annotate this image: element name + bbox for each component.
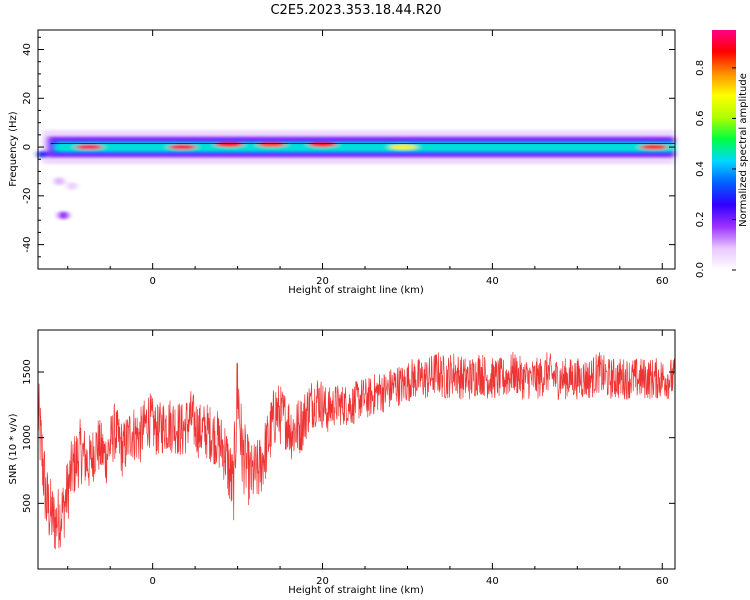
y-tick-label: 1000 xyxy=(22,425,33,450)
colorbar-tick-label: 0.6 xyxy=(695,110,706,126)
spectrogram-hot-spot xyxy=(74,144,103,150)
x-tick-label: 60 xyxy=(656,276,669,287)
spectrogram-blob xyxy=(37,150,48,159)
colorbar-tick-label: 0.8 xyxy=(695,60,706,76)
y-tick-label: 1500 xyxy=(22,359,33,384)
colorbar-tick-label: 0.0 xyxy=(695,262,706,278)
x-tick-label: 40 xyxy=(486,276,499,287)
spectrogram-x-label: Height of straight line (km) xyxy=(288,285,424,296)
spectrogram-ticks: 0 20 40 60 -40 -20 0 20 40 xyxy=(22,30,675,287)
y-tick-label: 0 xyxy=(22,144,33,150)
spectrogram-hot-spot xyxy=(639,144,668,150)
y-tick-label: -20 xyxy=(22,188,33,204)
colorbar: 0.0 0.2 0.4 0.6 0.8 Normalized spectral ampl… xyxy=(695,30,749,278)
spectrogram-hot-spot xyxy=(308,142,337,148)
spectrogram-blob xyxy=(54,177,65,186)
spectrogram-core-band xyxy=(54,142,675,152)
snr-x-label: Height of straight line (km) xyxy=(288,585,424,596)
colorbar-ticks: 0.0 0.2 0.4 0.6 0.8 xyxy=(695,60,736,278)
colorbar-label: Normalized spectral amplitude xyxy=(738,73,749,227)
snr-ticks: 0 20 40 60 500 1000 1500 xyxy=(22,330,675,587)
spectrogram-blob xyxy=(58,211,69,220)
snr-panel: 0 20 40 60 500 1000 1500 Height of straight li… xyxy=(8,329,676,596)
spectrogram-hot-spot xyxy=(257,142,286,148)
spectrogram-hot-spot xyxy=(389,144,418,150)
spectrogram-heatmap xyxy=(37,129,676,220)
spectrogram-hot-spot xyxy=(215,142,244,148)
colorbar-gradient xyxy=(712,30,736,270)
snr-y-label: SNR (10 * v/v) xyxy=(8,413,19,484)
colorbar-tick-label: 0.4 xyxy=(695,161,706,177)
x-tick-label: 60 xyxy=(656,576,669,587)
x-tick-label: 20 xyxy=(316,576,329,587)
colorbar-tick-label: 0.2 xyxy=(695,212,706,228)
y-tick-label: 20 xyxy=(22,92,33,105)
snr-frame xyxy=(37,329,676,570)
spectrogram-hot-spot xyxy=(168,144,197,150)
spectrogram-y-label: Frequency (Hz) xyxy=(8,111,19,187)
spectrogram-frame xyxy=(37,29,676,270)
spectrogram-panel: 0 20 40 60 -40 -20 0 20 40 Height of straight li… xyxy=(8,29,676,296)
y-tick-label: -40 xyxy=(22,236,33,252)
spectrogram-blob xyxy=(66,182,77,191)
y-tick-label: 500 xyxy=(22,494,33,513)
x-tick-label: 0 xyxy=(149,276,155,287)
y-tick-label: 40 xyxy=(22,43,33,56)
x-tick-label: 20 xyxy=(316,276,329,287)
x-tick-label: 0 xyxy=(149,576,155,587)
snr-series-line xyxy=(37,351,676,550)
x-tick-label: 40 xyxy=(486,576,499,587)
figure-title: C2E5.2023.353.18.44.R20 xyxy=(270,3,441,18)
